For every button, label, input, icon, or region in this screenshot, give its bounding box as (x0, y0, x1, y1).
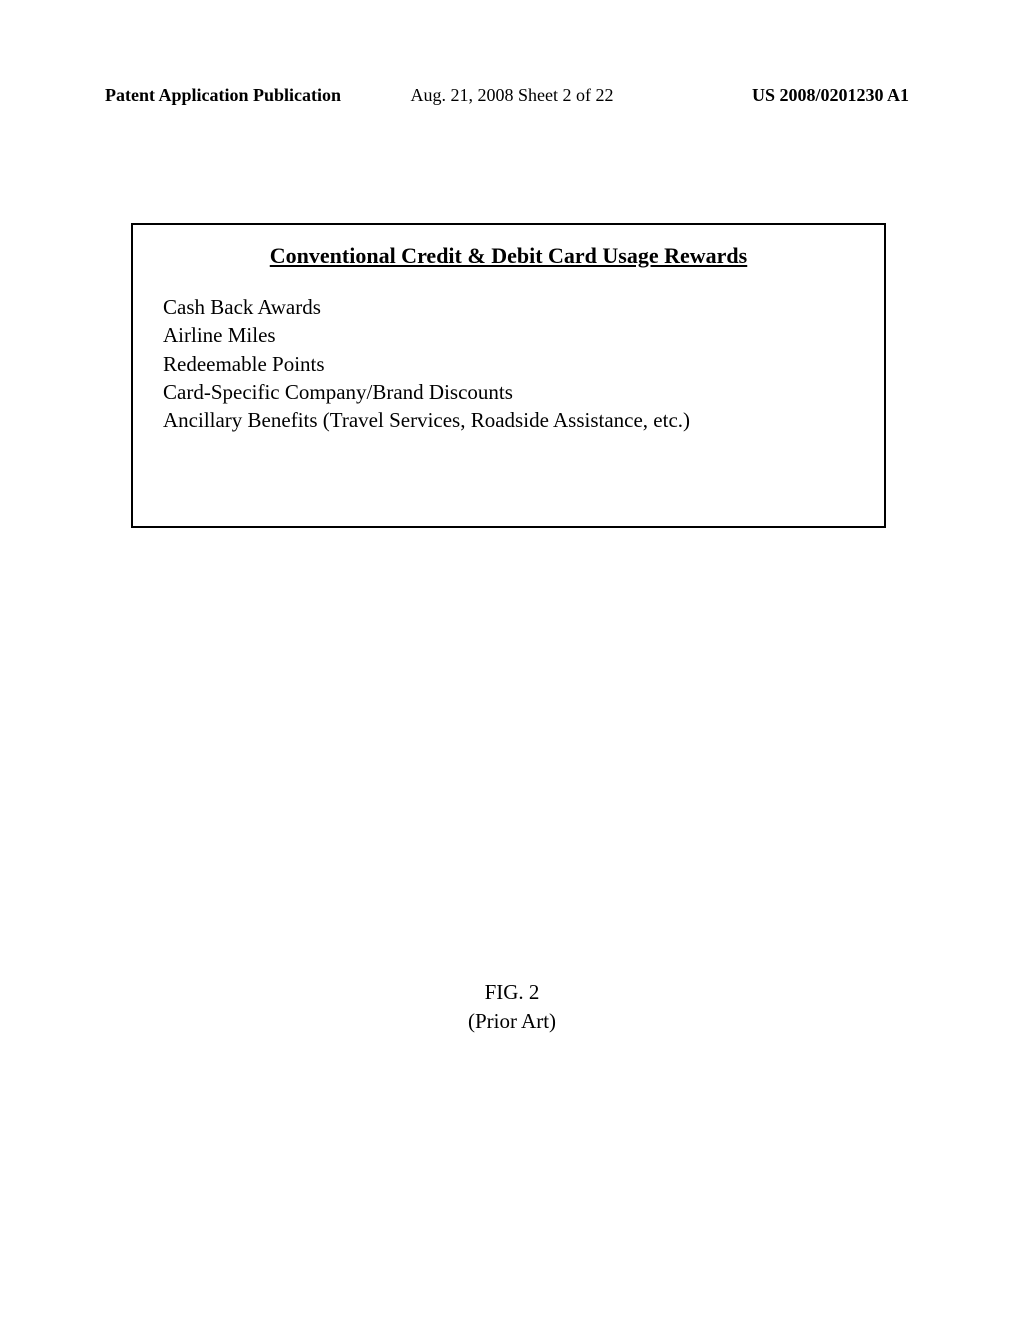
list-item: Airline Miles (163, 321, 854, 349)
page-header: Patent Application Publication Aug. 21, … (0, 85, 1024, 106)
header-publication-number: US 2008/0201230 A1 (752, 85, 909, 106)
header-publication-label: Patent Application Publication (105, 85, 341, 106)
rewards-box: Conventional Credit & Debit Card Usage R… (131, 223, 886, 528)
figure-number: FIG. 2 (0, 978, 1024, 1007)
figure-subtitle: (Prior Art) (0, 1007, 1024, 1036)
header-date-sheet: Aug. 21, 2008 Sheet 2 of 22 (411, 85, 614, 106)
list-item: Card-Specific Company/Brand Discounts (163, 378, 854, 406)
box-title: Conventional Credit & Debit Card Usage R… (163, 243, 854, 269)
list-item: Redeemable Points (163, 350, 854, 378)
list-item: Cash Back Awards (163, 293, 854, 321)
figure-caption: FIG. 2 (Prior Art) (0, 978, 1024, 1037)
list-item: Ancillary Benefits (Travel Services, Roa… (163, 406, 854, 434)
rewards-list: Cash Back Awards Airline Miles Redeemabl… (163, 293, 854, 435)
